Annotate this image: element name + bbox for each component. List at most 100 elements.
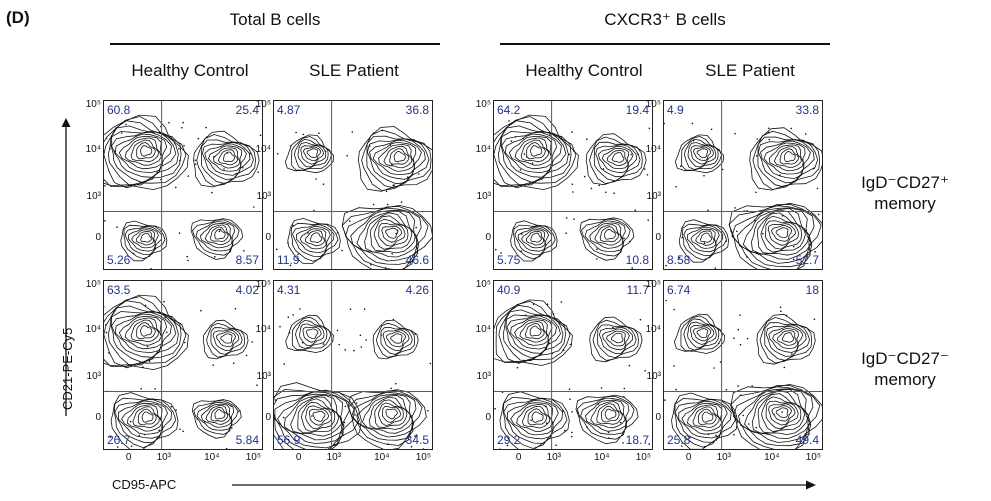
panel-label: (D) [6,8,30,27]
contour-line [597,324,637,359]
contour-line [601,328,630,351]
event-dot [200,309,202,312]
event-dot [154,247,157,249]
event-dot [791,353,793,355]
contour-line [118,400,168,439]
contour-line [698,408,717,425]
row-label-line1: IgD⁻CD27⁺ [861,173,949,192]
y-tick-label: 10⁵ [255,99,271,111]
event-dot [120,132,123,134]
column-title: SLE Patient [705,61,795,80]
event-dot [792,258,795,261]
contour-line [597,146,634,174]
event-dot [577,411,579,414]
event-dot [276,248,278,251]
event-dot [764,449,766,450]
flow-plot: 40.9 11.7 29.2 18.7 [493,280,653,450]
event-dot [753,431,756,433]
quadrant-value: 4.9 [667,103,684,117]
quadrant-value: 10.8 [625,253,649,267]
event-dot [166,331,168,334]
contour-line [777,330,797,346]
contour-line [302,326,322,343]
y-tick-label: 10⁴ [645,143,661,155]
event-dot [573,218,575,220]
event-dot [561,410,564,412]
contour-line [382,329,410,352]
event-dot [299,308,301,310]
y-tick-label: 10⁴ [645,323,661,335]
quadrant-value: 5.84 [235,433,259,447]
event-dot [318,132,320,134]
event-dot [292,224,294,227]
event-dot [500,252,502,254]
event-dot [565,232,567,234]
event-dot [494,407,496,410]
contour-line [514,225,553,256]
contour-line [695,230,715,246]
contour-line [696,148,709,158]
event-dot [630,153,632,156]
contour-line [215,331,237,348]
x-tick-label: 10⁵ [805,452,822,463]
event-dot [648,443,650,445]
contour-line [299,228,327,250]
event-dot [623,387,626,390]
event-dot [249,152,251,155]
contour-line [690,145,715,165]
event-dot [414,333,417,335]
contour-line [374,399,408,428]
event-dot [525,314,527,317]
contour-line [351,391,417,441]
contour-line [520,139,549,163]
event-dot [353,349,355,352]
contour-line [118,136,163,170]
event-dot [223,168,225,170]
event-dot [414,435,416,437]
contour-line [368,396,411,430]
row-label-cd27-negative: IgD⁻CD27⁻ memory [850,348,960,390]
contour-line [309,232,323,243]
x-tick-label: 10⁴ [764,452,780,463]
event-dot [762,232,764,235]
event-dot [675,388,677,391]
event-dot [274,399,277,401]
quadrant-value: 40.9 [497,283,521,297]
contour-line [687,142,717,168]
event-dot [565,217,568,219]
event-dot [336,231,339,234]
contour-line [300,145,325,165]
event-dot [391,163,393,166]
event-dot [178,148,180,150]
event-dot [225,447,228,449]
event-dot [148,360,151,362]
event-dot [631,267,633,269]
event-dot [231,427,233,429]
contour-line [744,388,811,440]
event-dot [387,443,389,445]
event-dot [508,124,511,126]
contour-line [137,408,157,426]
y-tick-label: 0 [265,232,271,243]
event-dot [230,405,233,408]
contour-line [750,209,810,256]
event-dot [813,318,816,321]
event-dot [104,305,105,308]
event-dot [125,123,127,126]
contour-line [372,319,419,360]
event-dot [555,444,557,447]
event-dot [612,326,614,329]
event-dot [756,155,758,157]
quadrant-value: 25.8 [667,433,691,447]
contour-line [589,316,643,363]
event-dot [495,248,497,251]
event-dot [346,154,348,157]
contour-line [495,300,571,363]
contour-line [385,227,399,239]
contour-line [193,400,239,435]
event-dot [422,448,425,449]
contour-line [527,408,548,426]
event-dot [568,153,570,156]
event-dot [381,129,384,132]
event-dot [571,183,574,185]
